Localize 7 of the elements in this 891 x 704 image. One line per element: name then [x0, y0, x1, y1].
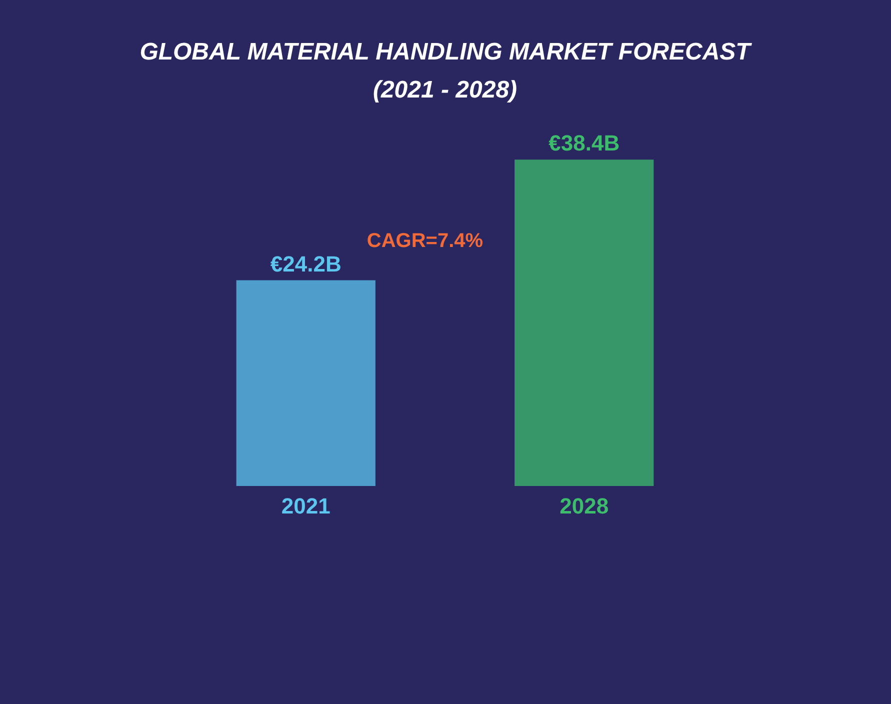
x-tick-label: 2021	[281, 494, 330, 518]
text: GLOBAL MATERIAL HANDLING MARKET FORECAST	[140, 38, 750, 66]
annotation: CAGR=7.4%	[366, 230, 484, 252]
data-label: €38.4B	[548, 130, 620, 156]
text: (2021 - 2028)	[372, 76, 518, 104]
data-label: €24.2B	[270, 251, 342, 276]
x-tick-label: 2028	[560, 494, 609, 518]
